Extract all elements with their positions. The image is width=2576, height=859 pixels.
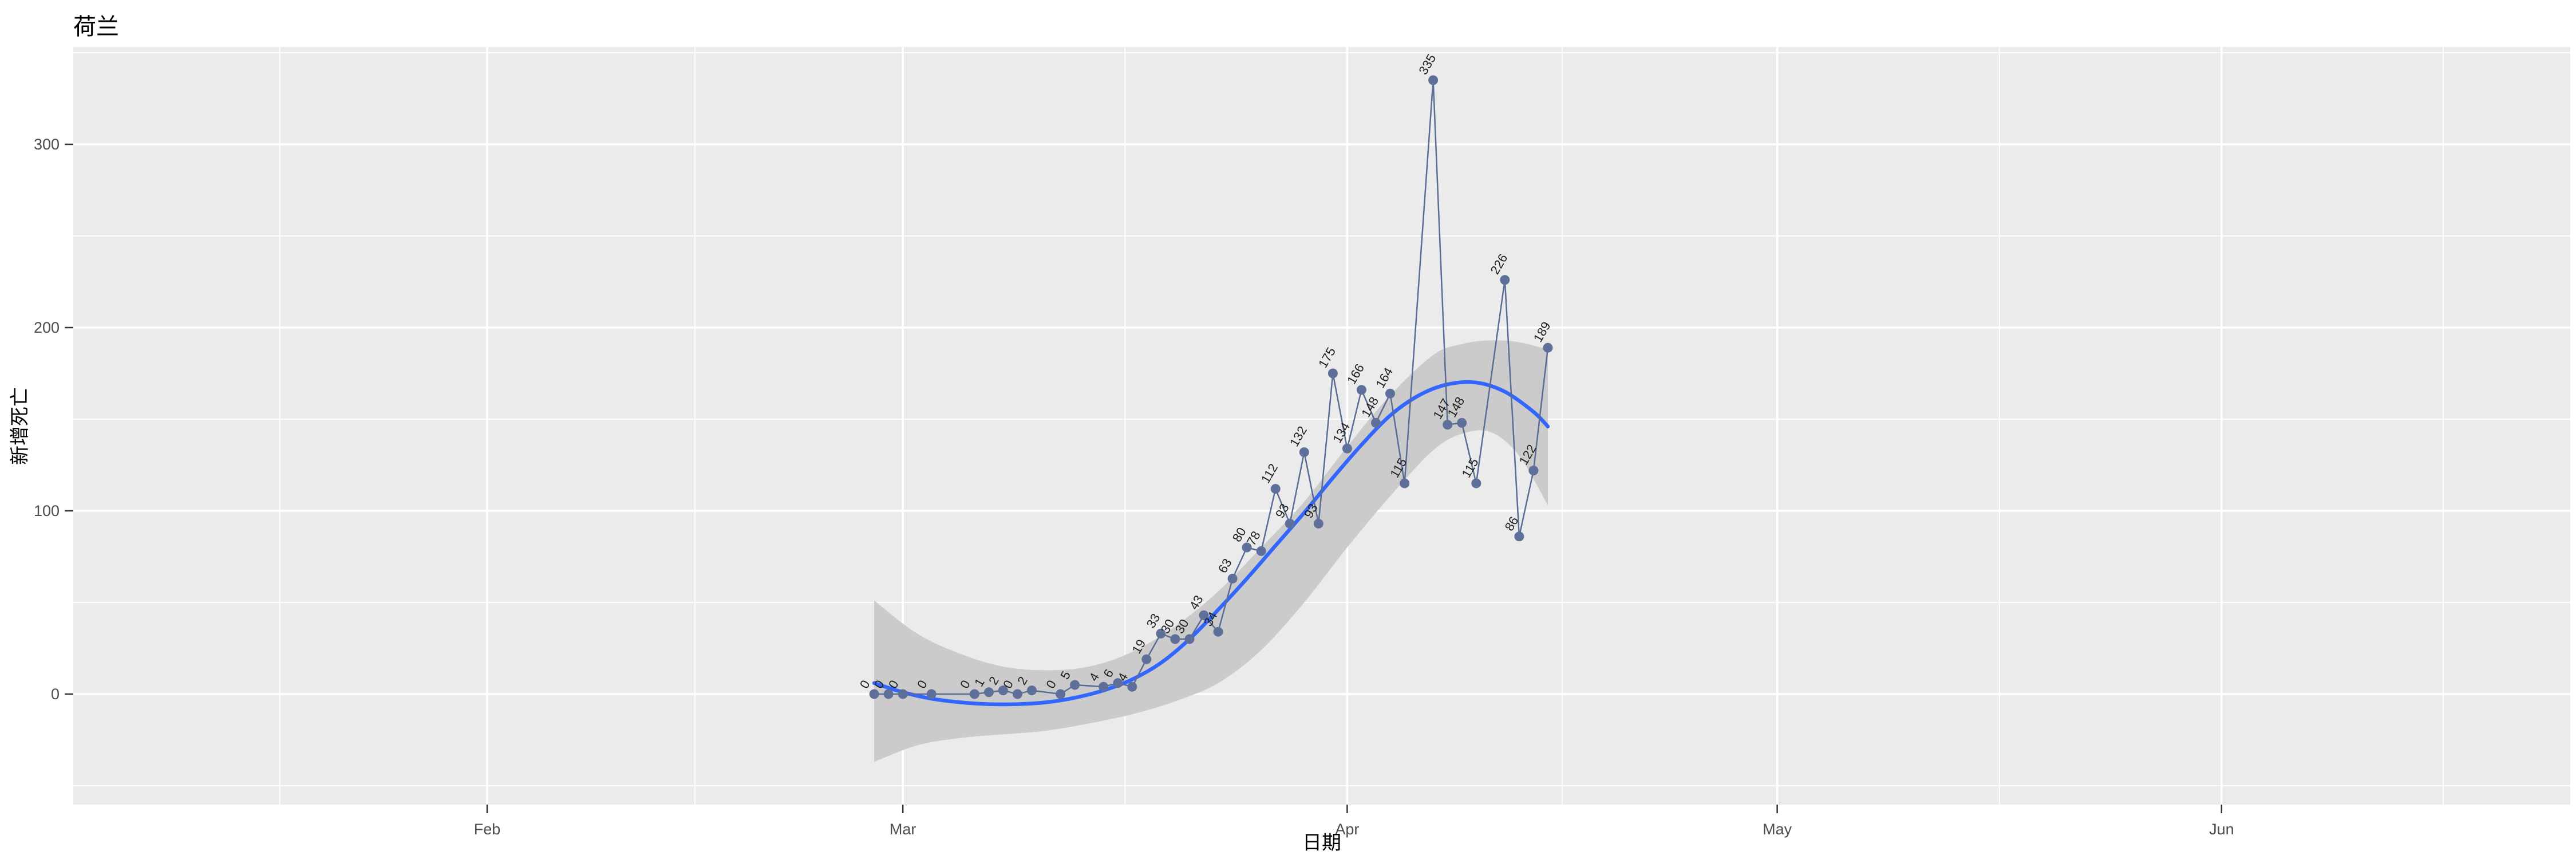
data-point <box>1270 484 1281 494</box>
data-point <box>1285 518 1295 529</box>
data-point <box>1242 542 1252 553</box>
data-point <box>1385 388 1395 399</box>
data-point <box>883 689 894 699</box>
data-point <box>1184 634 1195 644</box>
data-points <box>869 75 1553 699</box>
data-point <box>1170 634 1180 644</box>
data-point <box>1227 573 1238 584</box>
y-tick-label: 200 <box>34 319 60 336</box>
data-point <box>1013 689 1022 699</box>
x-tick-label: Feb <box>474 821 501 838</box>
data-point <box>1500 275 1510 285</box>
plot-panel <box>73 47 2570 805</box>
x-axis-ticks: Feb Mar Apr May Jun <box>474 805 2234 838</box>
data-point <box>898 689 908 699</box>
data-point <box>1056 689 1066 699</box>
data-point <box>869 689 879 699</box>
data-point <box>983 687 994 698</box>
y-tick-label: 100 <box>34 502 60 519</box>
data-point <box>1099 681 1109 692</box>
x-tick-label: Jun <box>2209 821 2234 838</box>
data-point <box>1471 478 1481 488</box>
data-point <box>1443 420 1453 430</box>
data-point <box>1199 610 1209 620</box>
data-point <box>1342 443 1352 454</box>
data-point <box>1313 518 1323 529</box>
data-point <box>1299 447 1309 458</box>
x-tick-label: Mar <box>890 821 916 838</box>
data-point <box>1400 478 1410 488</box>
confidence-band <box>874 340 1548 762</box>
data-point <box>1027 685 1037 696</box>
data-point <box>1528 466 1539 476</box>
data-point <box>1428 75 1439 85</box>
y-tick-label: 0 <box>51 685 60 703</box>
data-point <box>1543 342 1553 353</box>
data-point <box>1327 368 1338 379</box>
y-tick-label: 300 <box>34 136 60 153</box>
data-point <box>1457 417 1467 428</box>
data-point <box>998 685 1008 696</box>
data-point <box>1156 628 1166 639</box>
y-axis-title: 新增死亡 <box>9 387 31 465</box>
data-point <box>1514 531 1524 542</box>
x-tick-label: Apr <box>1335 821 1359 838</box>
data-point <box>926 689 937 699</box>
data-point <box>1356 385 1366 395</box>
data-point <box>1127 681 1137 692</box>
data-point <box>1371 417 1381 428</box>
confidence-band-area <box>874 340 1548 762</box>
data-point <box>1141 654 1152 664</box>
y-axis-ticks: 0 100 200 300 <box>34 136 73 703</box>
x-tick-label: May <box>1763 821 1792 838</box>
data-point <box>1256 546 1266 556</box>
plot-title: 荷兰 <box>73 14 119 40</box>
data-point <box>1070 680 1080 690</box>
x-axis-title: 日期 <box>1302 832 1341 854</box>
data-point <box>1213 626 1223 637</box>
gridlines-minor <box>73 47 2570 805</box>
data-point <box>1113 678 1123 688</box>
data-point <box>969 689 979 699</box>
